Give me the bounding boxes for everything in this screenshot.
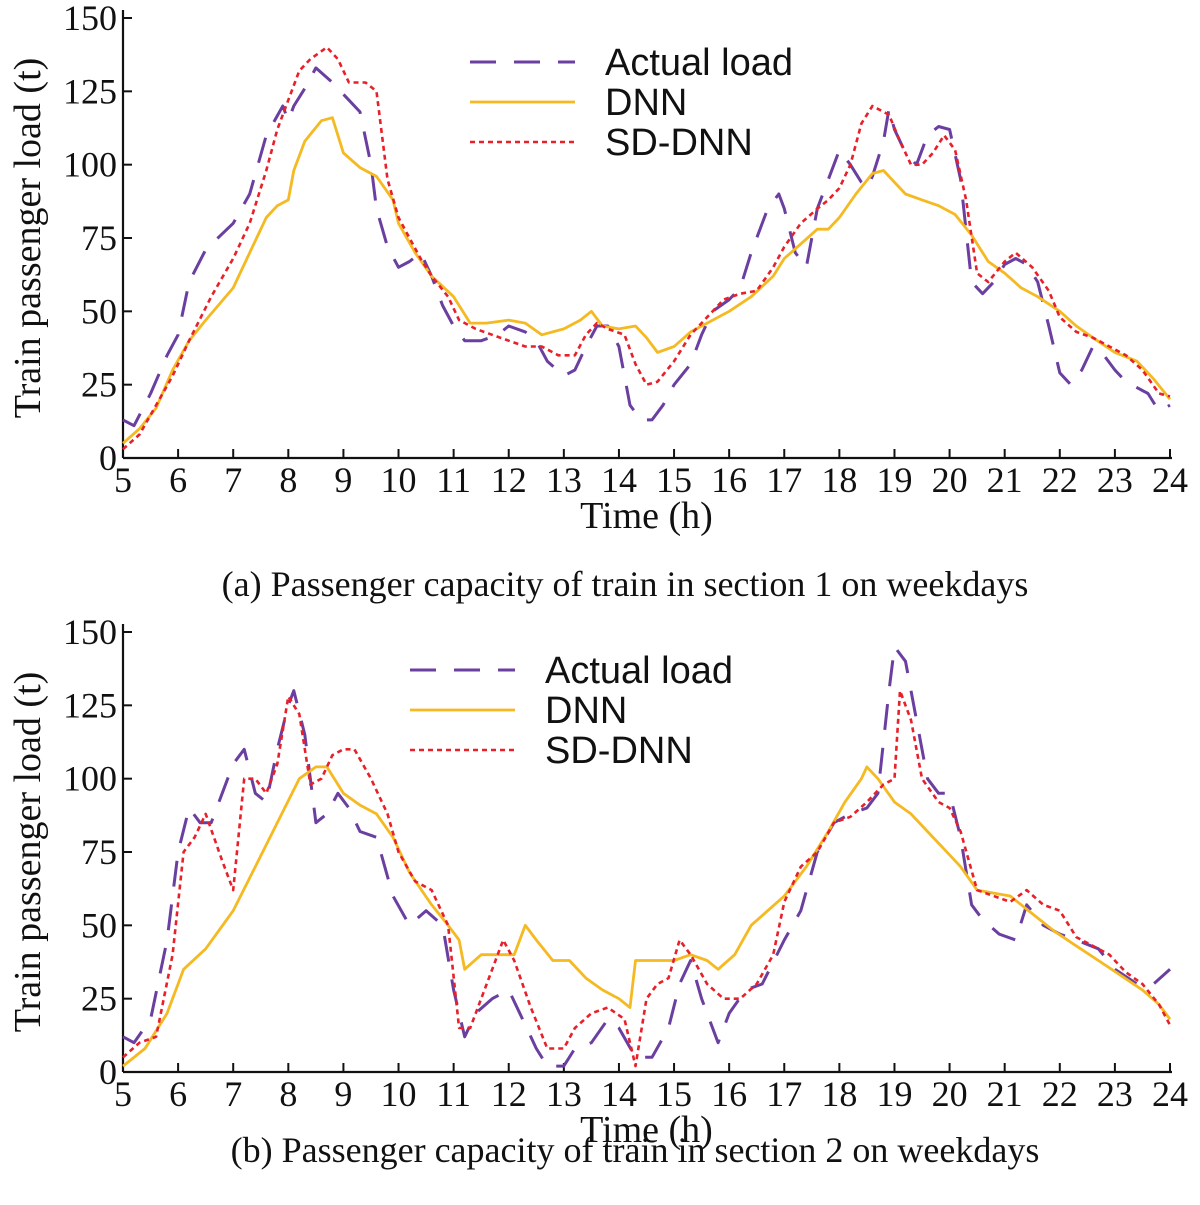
x-tick-label: 11 — [436, 1074, 471, 1114]
x-tick-label: 17 — [766, 460, 802, 500]
panel-caption: (a) Passenger capacity of train in secti… — [222, 564, 1029, 604]
x-tick-label: 12 — [491, 1074, 527, 1114]
x-tick-label: 16 — [711, 460, 747, 500]
y-tick-label: 50 — [81, 291, 117, 331]
legend-label: SD-DNN — [545, 730, 693, 772]
x-tick-label: 9 — [334, 1074, 352, 1114]
x-tick-label: 11 — [436, 460, 471, 500]
legend-label: DNN — [545, 690, 627, 732]
x-tick-label: 19 — [876, 460, 912, 500]
x-tick-label: 10 — [381, 460, 417, 500]
y-tick-label: 75 — [81, 218, 117, 258]
y-tick-label: 100 — [63, 759, 117, 799]
series-line-dnn — [122, 765, 1172, 1068]
x-tick-label: 15 — [656, 1074, 692, 1114]
x-tick-label: 14 — [601, 460, 637, 500]
x-axis-title: Time (h) — [580, 495, 713, 537]
x-tick-label: 19 — [876, 1074, 912, 1114]
x-tick-label: 6 — [169, 1074, 187, 1114]
x-tick-label: 22 — [1042, 1074, 1078, 1114]
x-tick-label: 7 — [224, 1074, 242, 1114]
x-tick-label: 17 — [766, 1074, 802, 1114]
x-tick-label: 14 — [601, 1074, 637, 1114]
legend-label: Actual load — [545, 650, 733, 692]
x-tick-label: 12 — [491, 460, 527, 500]
x-tick-label: 20 — [932, 1074, 968, 1114]
x-tick-label: 22 — [1042, 460, 1078, 500]
y-tick-label: 125 — [63, 71, 117, 111]
y-tick-label: 25 — [81, 365, 117, 405]
y-axis-title: Train passenger load (t) — [7, 58, 49, 419]
x-tick-label: 7 — [224, 460, 242, 500]
y-tick-label: 25 — [81, 979, 117, 1019]
x-tick-label: 13 — [546, 1074, 582, 1114]
panel-caption: (b) Passenger capacity of train in secti… — [231, 1130, 1040, 1170]
x-tick-label: 9 — [334, 460, 352, 500]
legend-label: DNN — [605, 82, 687, 124]
panel-b-chart: 0 25 50 75 100 125 150 5 6 7 8 9 10 11 12 13 14 15 16 17 18 1… — [7, 612, 1188, 1170]
x-tick-label: 5 — [114, 1074, 132, 1114]
y-tick-label: 75 — [81, 832, 117, 872]
y-tick-label: 125 — [63, 685, 117, 725]
x-tick-label: 18 — [821, 1074, 857, 1114]
x-tick-label: 24 — [1152, 460, 1188, 500]
x-tick-label: 21 — [987, 460, 1023, 500]
y-axis-title: Train passenger load (t) — [7, 672, 49, 1033]
x-axis-title: Time (h) — [580, 1109, 713, 1151]
x-tick-label: 5 — [114, 460, 132, 500]
x-tick-label: 13 — [546, 460, 582, 500]
x-tick-label: 21 — [987, 1074, 1023, 1114]
y-tick-label: 0 — [99, 438, 117, 478]
x-tick-label: 16 — [711, 1074, 747, 1114]
y-tick-label: 0 — [99, 1052, 117, 1092]
x-tick-label: 20 — [932, 460, 968, 500]
y-tick-label: 100 — [63, 145, 117, 185]
legend-label: Actual load — [605, 42, 793, 84]
x-tick-label: 10 — [381, 1074, 417, 1114]
x-tick-label: 15 — [656, 460, 692, 500]
x-tick-label: 8 — [279, 1074, 297, 1114]
series-line-dnn — [122, 116, 1172, 445]
legend-label: SD-DNN — [605, 122, 753, 164]
x-tick-label: 23 — [1097, 1074, 1133, 1114]
x-tick-label: 23 — [1097, 460, 1133, 500]
x-tick-label: 24 — [1152, 1074, 1188, 1114]
y-tick-label: 150 — [63, 0, 117, 38]
series-line-actual-load — [122, 66, 1171, 428]
x-tick-label: 6 — [169, 460, 187, 500]
y-tick-label: 50 — [81, 905, 117, 945]
panel-a-chart: 0 25 50 75 100 125 150 5 6 7 8 9 10 11 12 13 14 15 16 17 18 1… — [7, 0, 1188, 604]
x-tick-label: 8 — [279, 460, 297, 500]
series-line-sd-dnn — [122, 689, 1172, 1068]
x-tick-label: 18 — [821, 460, 857, 500]
y-tick-label: 150 — [63, 612, 117, 652]
